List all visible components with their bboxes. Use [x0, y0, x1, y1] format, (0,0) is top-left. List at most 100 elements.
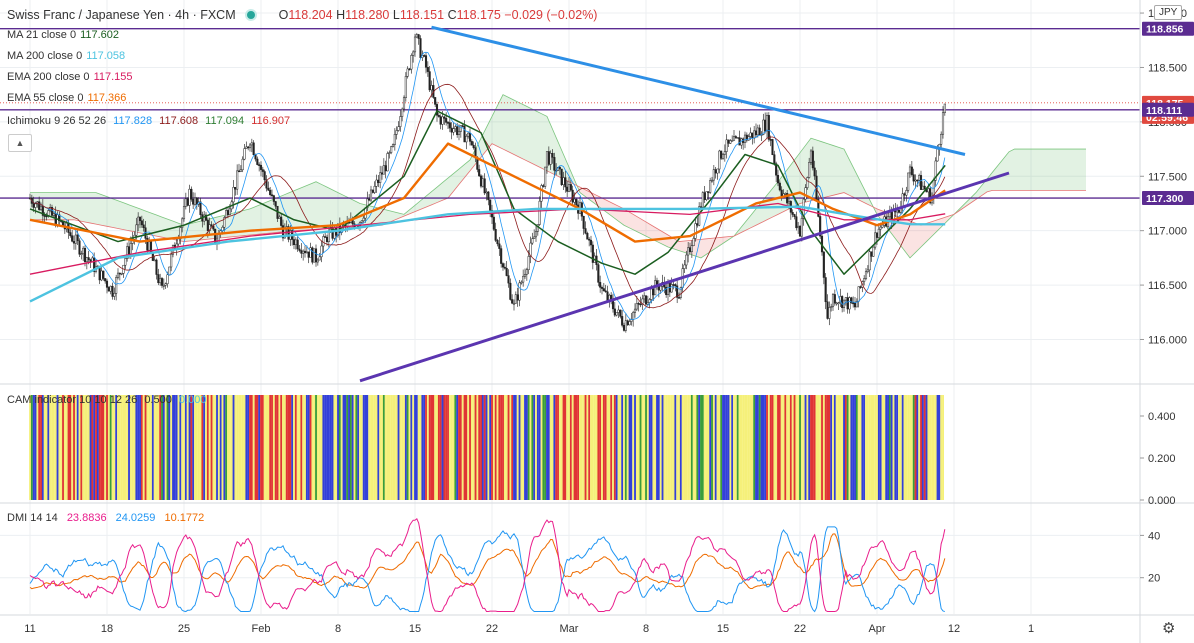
candle — [159, 273, 162, 286]
indicator-legend-2[interactable]: MA 200 close 0 117.058 — [7, 50, 125, 62]
cam-bar — [562, 395, 565, 500]
cam-bar — [56, 395, 59, 500]
cam-bar — [210, 395, 213, 500]
candle-body — [168, 266, 171, 275]
cam-bar — [782, 395, 785, 500]
candle-body — [729, 140, 732, 144]
candle — [492, 213, 495, 232]
cam-bar — [313, 395, 316, 500]
cam-bar — [258, 395, 261, 500]
candle-body — [465, 135, 468, 143]
candle — [498, 236, 501, 256]
candle — [941, 106, 945, 139]
cam-bar — [687, 395, 690, 500]
cloud-segment — [338, 192, 344, 228]
cloud-segment — [1058, 149, 1064, 191]
candle — [512, 299, 516, 311]
candle-body — [419, 38, 422, 58]
cloud-segment — [283, 193, 289, 232]
candle — [830, 303, 833, 312]
candle-body — [767, 115, 770, 140]
cloud-segment — [899, 217, 905, 251]
candle — [313, 248, 316, 263]
cam-bar — [379, 395, 382, 500]
cam-bar — [382, 395, 385, 500]
cam-bar — [654, 395, 657, 500]
candle — [450, 122, 453, 140]
cam-bar — [78, 395, 81, 500]
candle-body — [124, 258, 127, 266]
cam-bar — [571, 395, 574, 500]
candle-body — [195, 197, 198, 205]
candle-body — [424, 55, 428, 68]
candle — [797, 222, 800, 234]
indicator-legend-1[interactable]: MA 21 close 0 117.602 — [7, 29, 119, 41]
cam-bar — [322, 395, 325, 500]
candle — [828, 301, 831, 326]
cam-bar — [392, 395, 394, 500]
cloud-segment — [52, 192, 58, 220]
candle — [247, 145, 250, 151]
candle — [624, 313, 627, 333]
candle-body — [450, 127, 453, 133]
cam-bar — [819, 395, 822, 500]
candle-body — [602, 288, 605, 292]
cam-tick-label: 0.000 — [1148, 495, 1176, 507]
currency-badge[interactable]: JPY — [1154, 5, 1183, 20]
cam-bar — [929, 395, 932, 500]
cam-bar — [577, 395, 580, 500]
cam-bar — [102, 395, 105, 500]
candle-body — [758, 127, 761, 136]
settings-gear-icon[interactable]: ⚙ — [1162, 620, 1176, 637]
cam-bar — [868, 395, 871, 500]
cam-bar — [236, 395, 239, 500]
cloud-segment — [101, 194, 107, 227]
indicator-legend-3[interactable]: EMA 200 close 0 117.155 — [7, 71, 133, 83]
cam-bar — [885, 395, 888, 500]
candle-body — [659, 285, 662, 291]
candle — [868, 249, 871, 277]
candle-body — [523, 273, 527, 277]
candle — [408, 67, 411, 71]
candle-body — [408, 68, 411, 71]
candle-body — [159, 278, 162, 284]
candle-body — [252, 142, 255, 155]
cam-bar — [734, 395, 737, 500]
cam-bar — [348, 395, 350, 500]
cam-bar — [166, 395, 169, 500]
cam-legend[interactable]: CAM indicator 10 10 12 26 0.500 0.000 — [7, 394, 206, 406]
cam-bar — [909, 395, 911, 500]
candle — [857, 286, 860, 308]
price-label: 118.856 — [1142, 21, 1194, 36]
cam-bar — [817, 395, 820, 500]
candle-body — [83, 247, 87, 263]
candle-body — [831, 294, 835, 307]
cloud-segment — [1031, 149, 1037, 191]
indicator-legend-4[interactable]: EMA 55 close 0 117.366 — [7, 92, 126, 104]
ichimoku-value-4: 116.907 — [251, 115, 291, 127]
cam-bar — [234, 395, 237, 500]
candle-body — [940, 133, 943, 145]
candle-body — [516, 294, 519, 301]
cam-bar — [428, 395, 431, 500]
candle — [162, 278, 165, 290]
candle-body — [837, 302, 840, 305]
ichimoku-legend[interactable]: Ichimoku 9 26 52 26 117.828 117.608 117.… — [7, 115, 290, 127]
cam-bar — [243, 395, 246, 500]
collapse-legend-button[interactable]: ▲ — [8, 134, 32, 152]
candle-body — [775, 163, 778, 176]
candle — [470, 139, 473, 146]
candle-body — [551, 153, 554, 158]
cam-bar — [148, 395, 151, 500]
cam-bar — [113, 395, 116, 500]
cloud-segment — [244, 208, 250, 236]
candle-body — [855, 300, 858, 308]
candle-body — [294, 239, 297, 246]
candle-body — [544, 166, 547, 187]
candle-body — [430, 85, 433, 91]
dmi-legend[interactable]: DMI 14 14 23.8836 24.0259 10.1772 — [7, 512, 204, 524]
candle — [835, 301, 838, 306]
candle — [155, 258, 158, 280]
candle — [472, 141, 475, 150]
